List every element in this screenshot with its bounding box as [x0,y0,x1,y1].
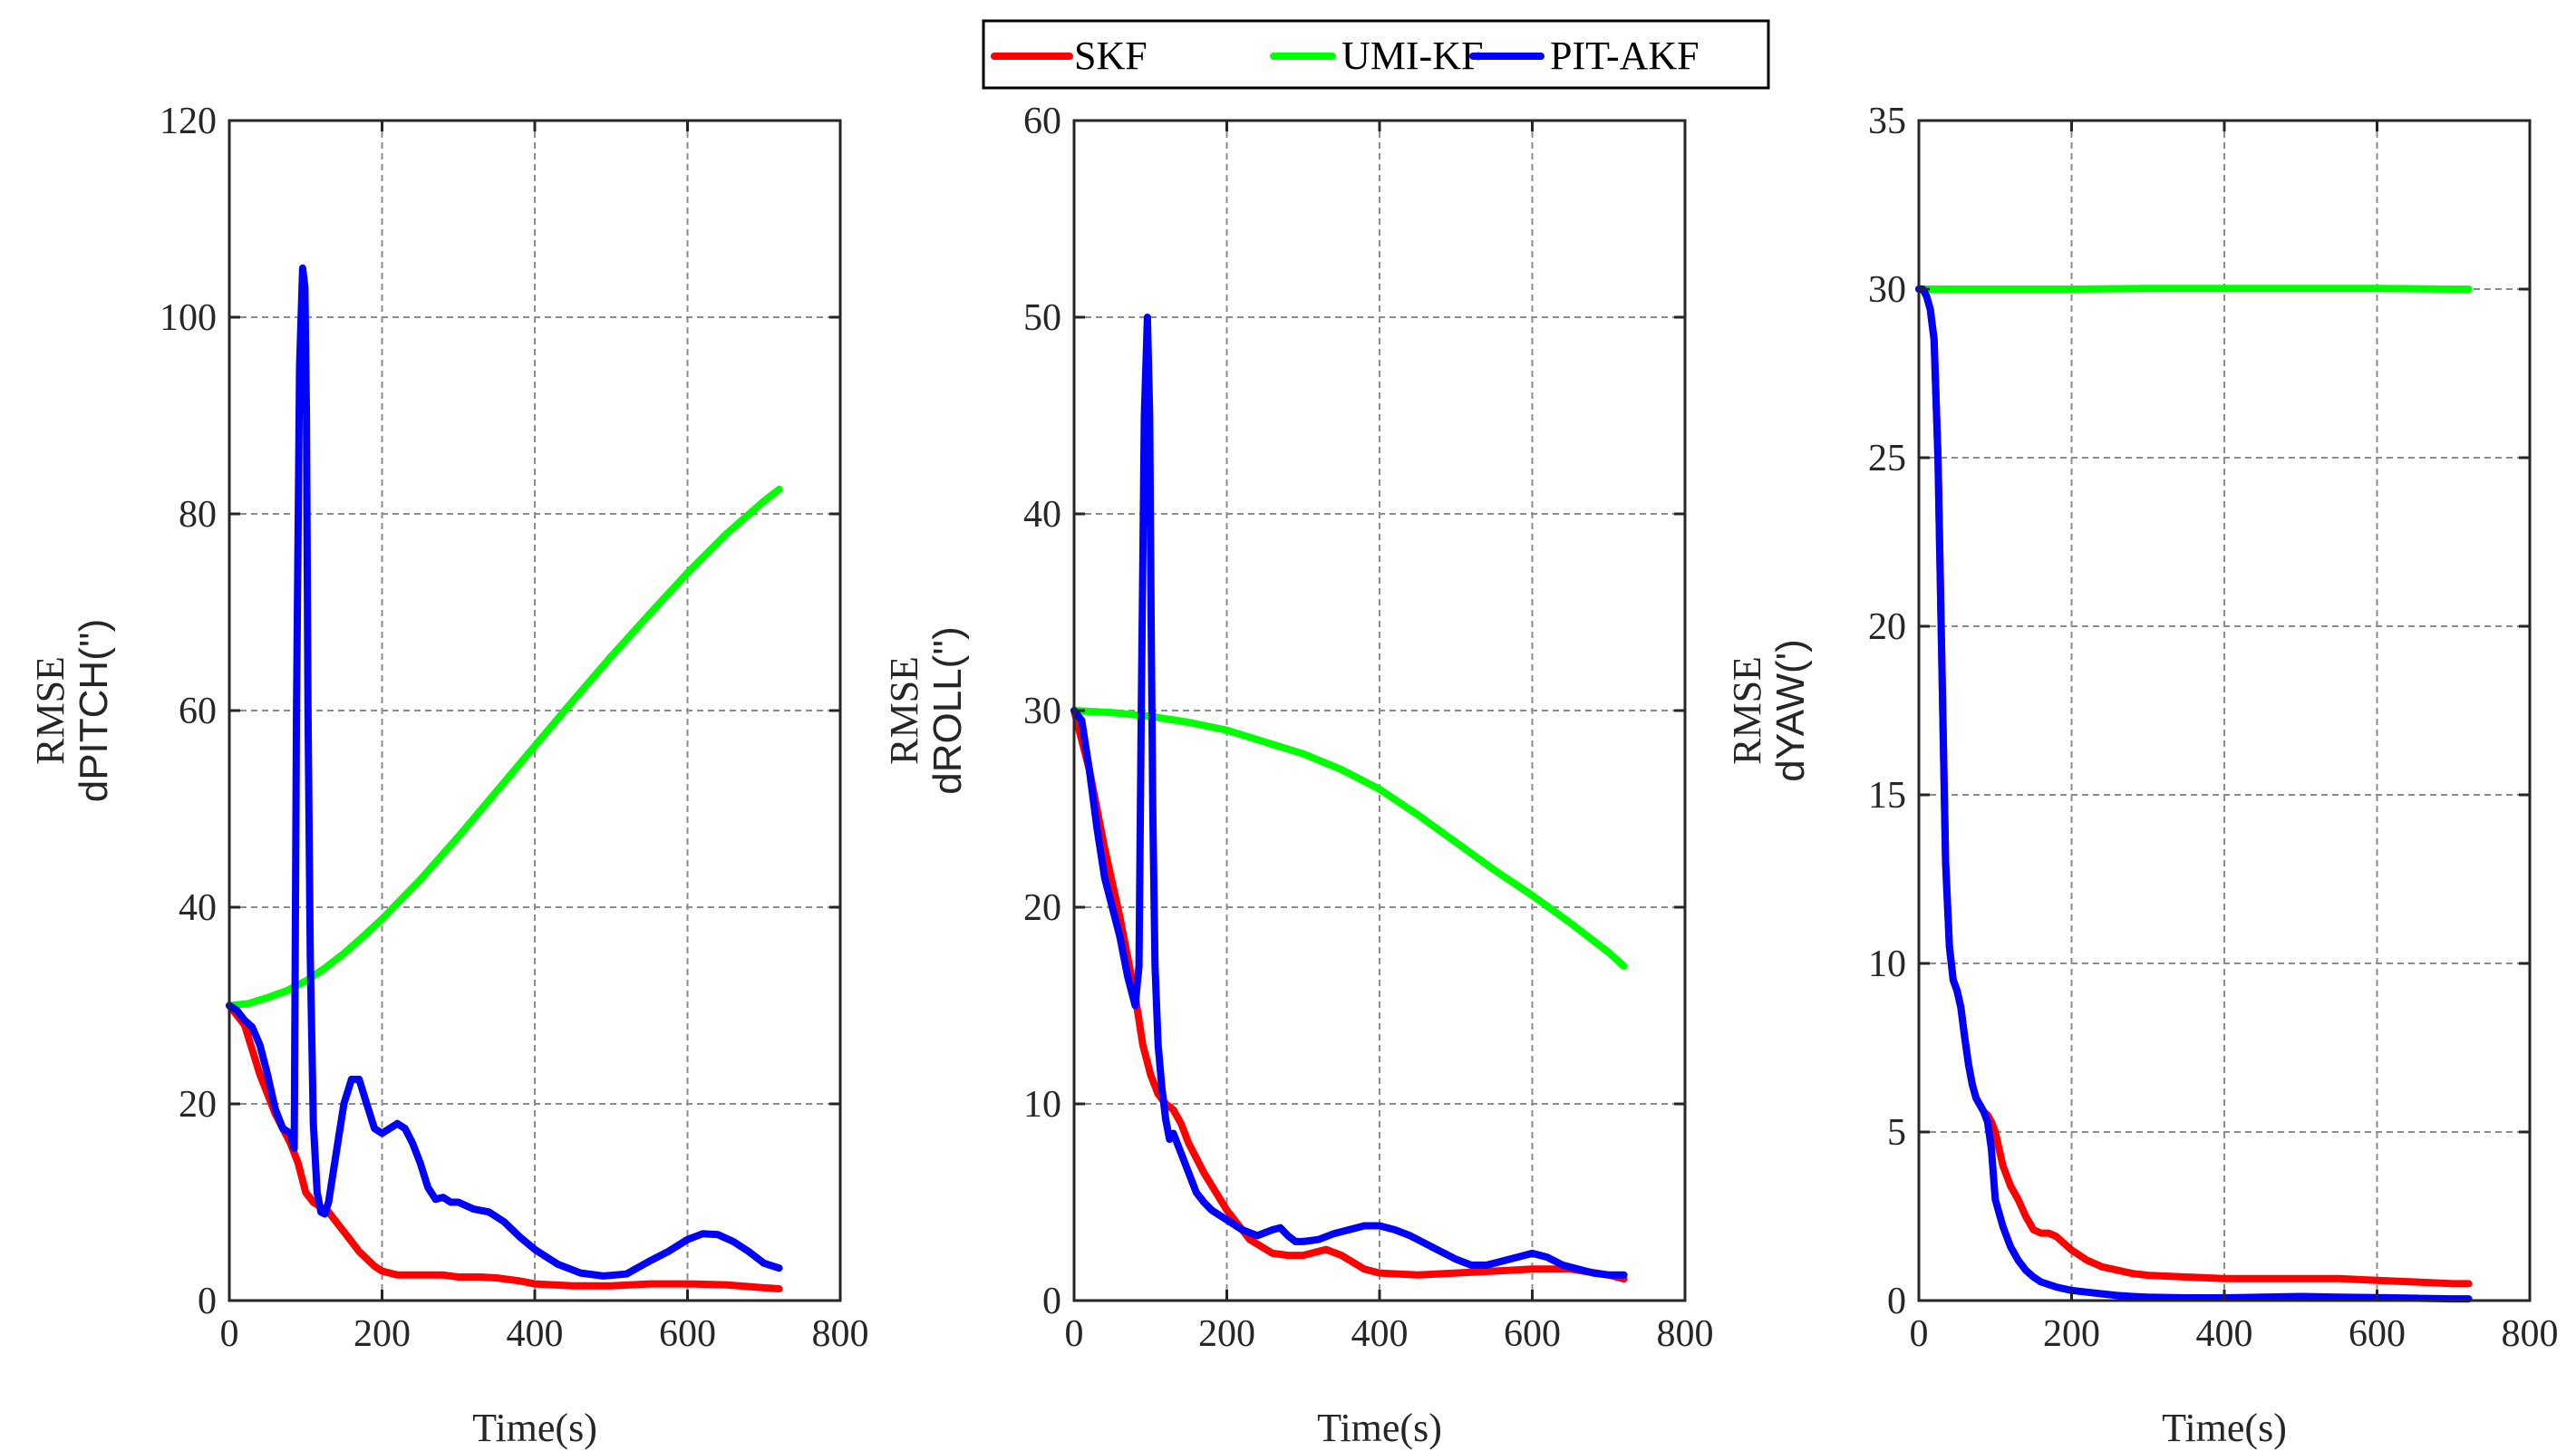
grid [1919,121,2530,1301]
y-tick-label: 0 [1042,1281,1061,1322]
series-line-skf [1915,285,2473,1288]
chart-pitch: 0 200 400 600 800 0 20 40 60 80 100 120 Time(s) RMS… [28,101,869,1450]
legend-label-pit-akf: PIT-AKF [1550,34,1700,78]
legend-box [982,19,1770,90]
y-axis-label-line1: RMSE [1725,656,1769,765]
y-tick-label: 0 [198,1281,217,1322]
x-tick-label: 800 [2502,1313,2559,1355]
y-tick-label: 20 [1868,606,1906,648]
legend: SKF UMI-KF PIT-AKF [982,19,1770,90]
y-tick-label: 60 [1023,101,1061,142]
y-tick-label: 30 [1868,269,1906,311]
series-line-pit-akf [226,264,783,1280]
y-tick-label: 20 [179,1084,217,1126]
y-tick-label: 15 [1868,775,1906,817]
x-tick-label: 600 [2348,1313,2406,1355]
y-tick-label: 10 [1023,1084,1061,1126]
x-tick-label: 200 [353,1313,411,1355]
x-axis-label: Time(s) [1317,1406,1442,1450]
legend-label-umi-kf: UMI-KF [1341,34,1483,78]
series-line-skf [226,1001,783,1292]
x-tick-label: 600 [659,1313,716,1355]
y-tick-label: 100 [160,297,217,339]
grid [229,121,840,1301]
x-tick-label: 600 [1504,1313,1561,1355]
y-axis-label-line2: dYAW(') [1768,639,1813,782]
y-tick-label: 80 [179,494,217,536]
series-line-skf [1070,707,1628,1283]
x-tick-label: 800 [1657,1313,1714,1355]
x-tick-label: 400 [1351,1313,1409,1355]
y-tick-label: 40 [179,887,217,929]
grid [1074,121,1685,1301]
legend-label-skf: SKF [1074,34,1148,78]
series-line-umi-kf [1915,285,2473,293]
x-tick-label: 200 [1198,1313,1255,1355]
x-tick-label: 200 [2043,1313,2100,1355]
y-tick-label: 50 [1023,297,1061,339]
series-line-umi-kf [226,485,783,1010]
x-tick-label: 0 [1065,1313,1084,1355]
series-line-pit-akf [1070,314,1628,1279]
y-tick-label: 25 [1868,438,1906,479]
ticks: 0 200 400 600 800 0 5 10 15 20 25 30 35 [1868,101,2559,1355]
y-axis-label-line1: RMSE [28,656,73,765]
x-axis-label: Time(s) [2162,1406,2287,1450]
y-axis-label-line2: dROLL('') [925,626,970,795]
x-axis-label: Time(s) [472,1406,597,1450]
y-axis-label-line1: RMSE [882,656,926,765]
x-tick-label: 0 [1910,1313,1929,1355]
chart-yaw: 0 200 400 600 800 0 5 10 15 20 25 30 35 Time(s) RMSE… [1725,101,2559,1450]
series-group [1070,314,1628,1283]
x-tick-label: 400 [507,1313,564,1355]
y-tick-label: 35 [1868,101,1906,142]
x-tick-label: 800 [812,1313,869,1355]
x-tick-label: 0 [220,1313,239,1355]
ticks: 0 200 400 600 800 0 20 40 60 80 100 120 [160,101,869,1355]
y-tick-label: 60 [179,691,217,732]
y-tick-label: 10 [1868,943,1906,985]
x-tick-label: 400 [2196,1313,2253,1355]
series-group [1915,285,2473,1303]
y-tick-label: 5 [1887,1112,1906,1154]
y-axis-label-line2: dPITCH('') [72,619,116,803]
ticks: 0 200 400 600 800 0 10 20 30 40 50 60 [1023,101,1714,1355]
series-group [226,264,783,1292]
y-tick-label: 0 [1887,1281,1906,1322]
y-tick-label: 40 [1023,494,1061,536]
y-tick-label: 120 [160,101,217,142]
y-tick-label: 30 [1023,691,1061,732]
y-tick-label: 20 [1023,887,1061,929]
series-line-umi-kf [1070,707,1628,971]
